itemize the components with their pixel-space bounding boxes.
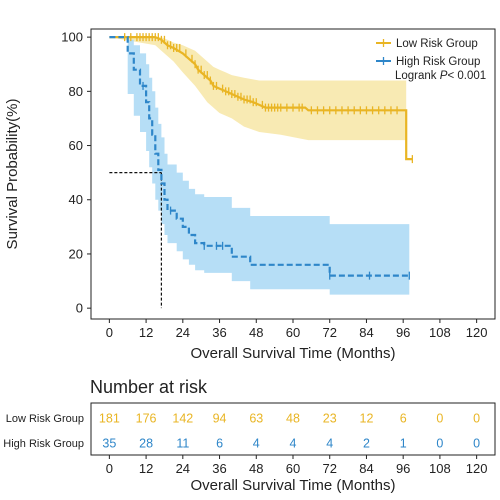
risk-count: 6 xyxy=(216,437,223,451)
y-tick-label: 80 xyxy=(69,84,83,99)
risk-x-tick-label: 84 xyxy=(359,461,373,476)
survival-plot: 0 12 24 36 48 60 72 84 96 108 120 0 20 40 60 80 100 xyxy=(61,28,496,340)
x-tick-label: 0 xyxy=(106,325,113,340)
risk-count: 176 xyxy=(136,412,157,426)
legend: Low Risk Group High Risk Group xyxy=(376,38,480,68)
logrank-value: < 0.001 xyxy=(447,70,486,82)
x-tick-label: 36 xyxy=(212,325,226,340)
x-axis-label: Overall Survival Time (Months) xyxy=(190,345,395,362)
risk-count: 94 xyxy=(213,412,227,426)
risk-count: 11 xyxy=(176,437,189,451)
risk-count: 0 xyxy=(473,437,480,451)
risk-count: 6 xyxy=(400,412,407,426)
legend-label-0: Low Risk Group xyxy=(396,38,478,50)
y-axis-label: Survival Probability(%) xyxy=(4,99,21,250)
risk-count: 63 xyxy=(249,412,263,426)
risk-count: 0 xyxy=(436,437,443,451)
risk-x-tick-label: 0 xyxy=(106,461,113,476)
y-tick-label: 100 xyxy=(61,30,83,45)
risk-table-title: Number at risk xyxy=(90,377,208,397)
x-tick-label: 120 xyxy=(466,325,488,340)
risk-count: 48 xyxy=(286,412,300,426)
risk-x-tick-label: 36 xyxy=(212,461,226,476)
risk-row-label-0: Low Risk Group xyxy=(6,413,84,425)
x-tick-label: 96 xyxy=(396,325,410,340)
risk-x-tick-label: 24 xyxy=(176,461,190,476)
x-tick-label: 12 xyxy=(139,325,153,340)
risk-x-tick-label: 72 xyxy=(322,461,336,476)
risk-table: Low Risk Group 181 176 142 94 63 48 23 12 6 0 0High… xyxy=(3,402,496,476)
logrank-p: P xyxy=(440,70,448,82)
confidence-band-1 xyxy=(109,37,410,295)
risk-x-tick-label: 96 xyxy=(396,461,410,476)
risk-count: 4 xyxy=(326,437,333,451)
y-tick-label: 20 xyxy=(69,246,83,261)
x-tick-label: 24 xyxy=(176,325,190,340)
risk-count: 35 xyxy=(102,437,116,451)
risk-x-tick-label: 108 xyxy=(429,461,451,476)
risk-count: 23 xyxy=(323,412,337,426)
risk-x-tick-label: 12 xyxy=(139,461,153,476)
risk-count: 181 xyxy=(99,412,120,426)
risk-count: 12 xyxy=(360,412,374,426)
risk-row-label-1: High Risk Group xyxy=(3,438,84,450)
logrank-prefix: Logrank xyxy=(395,70,440,82)
y-tick-label: 60 xyxy=(69,138,83,153)
risk-count: 4 xyxy=(253,437,260,451)
legend-label-1: High Risk Group xyxy=(396,56,480,68)
y-tick-label: 0 xyxy=(76,301,83,316)
risk-count: 2 xyxy=(363,437,370,451)
risk-count: 0 xyxy=(473,412,480,426)
x-tick-label: 72 xyxy=(322,325,336,340)
risk-count: 142 xyxy=(172,412,193,426)
risk-x-tick-label: 60 xyxy=(286,461,300,476)
risk-count: 28 xyxy=(139,437,153,451)
y-tick-label: 40 xyxy=(69,192,83,207)
risk-count: 0 xyxy=(436,412,443,426)
x-tick-label: 84 xyxy=(359,325,373,340)
confidence-band-0 xyxy=(109,37,407,219)
x-tick-label: 108 xyxy=(429,325,451,340)
logrank-annotation: Logrank P< 0.001 xyxy=(395,70,486,82)
risk-count: 1 xyxy=(400,437,407,451)
risk-x-axis-label: Overall Survival Time (Months) xyxy=(190,477,395,494)
x-tick-label: 48 xyxy=(249,325,263,340)
risk-x-tick-label: 120 xyxy=(466,461,488,476)
risk-x-tick-label: 48 xyxy=(249,461,263,476)
x-tick-label: 60 xyxy=(286,325,300,340)
risk-count: 4 xyxy=(290,437,297,451)
